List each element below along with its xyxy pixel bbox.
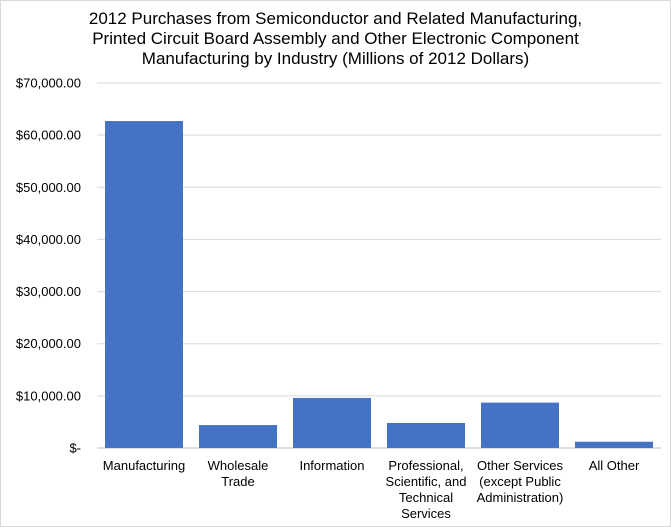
x-category-label: Professional, Scientific, and Technical Ser… [386, 458, 467, 521]
chart-title: 2012 Purchases from Semiconductor and Re… [1, 9, 670, 69]
x-category-label-line: Information [299, 458, 364, 473]
bar [104, 121, 184, 449]
x-category-label-line: Trade [221, 474, 254, 489]
chart-title-line-1: 2012 Purchases from Semiconductor and Re… [88, 9, 583, 28]
y-tick-label: $60,000.00 [16, 128, 81, 143]
y-tick-label: $- [69, 441, 81, 456]
x-category-label: Wholesale Trade [208, 458, 269, 489]
x-category-label-line: Administration) [477, 490, 564, 505]
x-category-label-line: Wholesale [208, 458, 269, 473]
bar [574, 441, 654, 448]
bar [198, 425, 278, 448]
chart-title-line-3: Manufacturing by Industry (Millions of 2… [141, 49, 530, 68]
x-category-label-line: Technical [399, 490, 453, 505]
y-tick-label: $20,000.00 [16, 336, 81, 351]
x-category-label-line: Scientific, and [386, 474, 467, 489]
bar [386, 422, 466, 448]
x-category-label-line: Manufacturing [103, 458, 185, 473]
chart-title-line-2: Printed Circuit Board Assembly and Other… [92, 29, 579, 48]
bar [292, 397, 372, 448]
x-category-label-line: (except Public [479, 474, 561, 489]
bar [480, 402, 560, 448]
x-category-label-line: All Other [589, 458, 640, 473]
x-category-label: Information [299, 458, 364, 473]
x-category-label-line: Professional, [388, 458, 463, 473]
y-tick-label: $10,000.00 [16, 388, 81, 403]
y-tick-label: $30,000.00 [16, 284, 81, 299]
x-category-label: All Other [589, 458, 640, 473]
x-category-label-line: Services [401, 506, 451, 521]
x-category-label: Other Services (except Public Administrati… [477, 458, 564, 505]
y-tick-label: $70,000.00 [16, 76, 81, 91]
x-category-label: Manufacturing [103, 458, 185, 473]
y-tick-label: $50,000.00 [16, 180, 81, 195]
y-tick-label: $40,000.00 [16, 232, 81, 247]
x-category-label-line: Other Services [477, 458, 563, 473]
